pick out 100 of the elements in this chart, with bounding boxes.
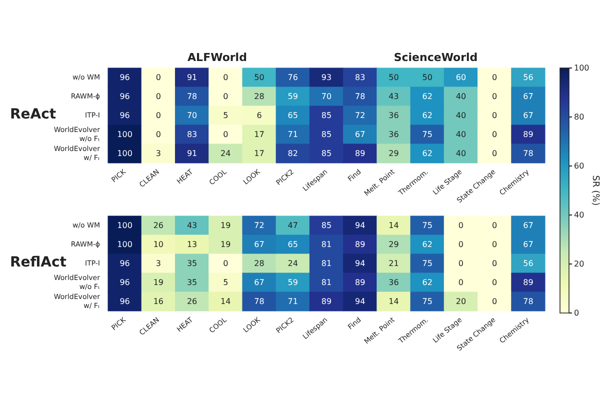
- text: ReflAct: [10, 254, 67, 270]
- data-label: 19: [220, 221, 231, 230]
- data-label: 40: [456, 92, 466, 101]
- data-label: 78: [355, 92, 366, 101]
- data-label: 91: [186, 149, 198, 158]
- data-label: 78: [186, 92, 198, 101]
- color-bar-label: 60: [574, 162, 584, 170]
- data-label: 75: [422, 259, 432, 268]
- data-label: 96: [120, 111, 130, 120]
- color-bar-label: 20: [574, 260, 584, 268]
- data-label: 0: [492, 278, 498, 287]
- data-label: 0: [458, 278, 464, 287]
- data-label: 24: [288, 259, 298, 268]
- data-label: 62: [422, 92, 432, 101]
- data-label: 20: [456, 297, 466, 306]
- data-label: 72: [355, 111, 366, 120]
- data-label: 65: [288, 240, 298, 249]
- data-label: 14: [220, 297, 231, 306]
- color-bar-label: 40: [574, 210, 584, 220]
- data-label: 89: [355, 240, 366, 249]
- data-label: 100: [117, 149, 132, 158]
- data-label: 85: [321, 111, 332, 120]
- data-label: 26: [186, 297, 198, 306]
- data-label: 3: [156, 259, 161, 268]
- data-label: 17: [254, 149, 264, 158]
- data-label: 5: [223, 111, 228, 120]
- data-label: 85: [321, 130, 332, 139]
- data-label: 50: [254, 73, 264, 82]
- data-label: 13: [186, 240, 198, 249]
- data-label: 47: [288, 221, 298, 230]
- data-label: 36: [388, 278, 399, 287]
- data-label: 67: [355, 130, 366, 139]
- data-label: 0: [223, 130, 228, 139]
- data-label: 75: [422, 221, 432, 230]
- data-label: 89: [321, 297, 332, 306]
- data-label: 62: [422, 149, 432, 158]
- data-label: 14: [388, 221, 399, 230]
- data-label: 0: [156, 130, 161, 139]
- data-label: 40: [456, 130, 466, 139]
- data-label: 56: [523, 259, 534, 268]
- data-label: 36: [388, 130, 399, 139]
- color-bar-label: 100: [574, 64, 590, 72]
- data-label: 26: [153, 221, 164, 230]
- data-label: 78: [254, 297, 264, 306]
- data-label: 94: [355, 259, 366, 268]
- data-label: 89: [355, 278, 366, 287]
- data-label: 59: [288, 278, 298, 287]
- data-label: 16: [153, 297, 164, 306]
- data-label: 0: [156, 92, 161, 101]
- data-label: 67: [254, 240, 264, 249]
- data-label: 83: [186, 130, 198, 139]
- data-label: 24: [220, 149, 231, 158]
- data-label: 40: [456, 149, 466, 158]
- data-label: 59: [288, 92, 298, 101]
- data-label: 29: [388, 149, 399, 158]
- data-label: 28: [254, 92, 264, 101]
- data-label: 0: [492, 259, 498, 268]
- color-bar-label: 80: [574, 112, 584, 122]
- data-label: 0: [492, 240, 498, 249]
- data-label: 100: [117, 130, 132, 139]
- data-label: 93: [321, 73, 332, 82]
- data-label: 14: [388, 297, 399, 306]
- data-label: 94: [355, 221, 366, 230]
- data-label: 67: [523, 240, 534, 249]
- data-label: 0: [223, 259, 228, 268]
- data-label: 65: [288, 111, 298, 120]
- data-label: 85: [321, 221, 332, 230]
- data-label: 3: [156, 149, 161, 158]
- data-label: 0: [223, 73, 228, 82]
- data-label: 89: [355, 149, 366, 158]
- data-label: 62: [422, 278, 432, 287]
- data-label: 0: [492, 73, 498, 82]
- data-label: 5: [223, 278, 228, 287]
- data-label: 28: [254, 259, 264, 268]
- data-label: 67: [523, 221, 534, 230]
- text: ALFWorld: [188, 51, 247, 64]
- data-label: 0: [458, 240, 464, 249]
- data-label: 40: [456, 111, 466, 120]
- data-label: 70: [321, 92, 332, 101]
- text: ScienceWorld: [394, 51, 478, 64]
- data-label: 70: [186, 111, 198, 120]
- data-label: 78: [523, 149, 534, 158]
- data-label: 62: [422, 240, 432, 249]
- data-label: 72: [254, 221, 264, 230]
- data-label: 96: [120, 92, 130, 101]
- data-label: 83: [355, 73, 366, 82]
- data-label: 29: [388, 240, 399, 249]
- data-label: 43: [388, 92, 399, 101]
- data-label: 10: [153, 240, 164, 249]
- data-label: 0: [492, 297, 498, 306]
- data-label: 96: [120, 297, 130, 306]
- data-label: 81: [321, 259, 332, 268]
- data-label: 81: [321, 240, 332, 249]
- data-label: 35: [186, 278, 198, 287]
- data-label: 0: [156, 111, 161, 120]
- data-label: 21: [388, 259, 399, 268]
- data-label: 78: [523, 297, 534, 306]
- data-label: 0: [492, 149, 498, 158]
- data-label: 71: [288, 297, 298, 306]
- data-label: 60: [456, 73, 466, 82]
